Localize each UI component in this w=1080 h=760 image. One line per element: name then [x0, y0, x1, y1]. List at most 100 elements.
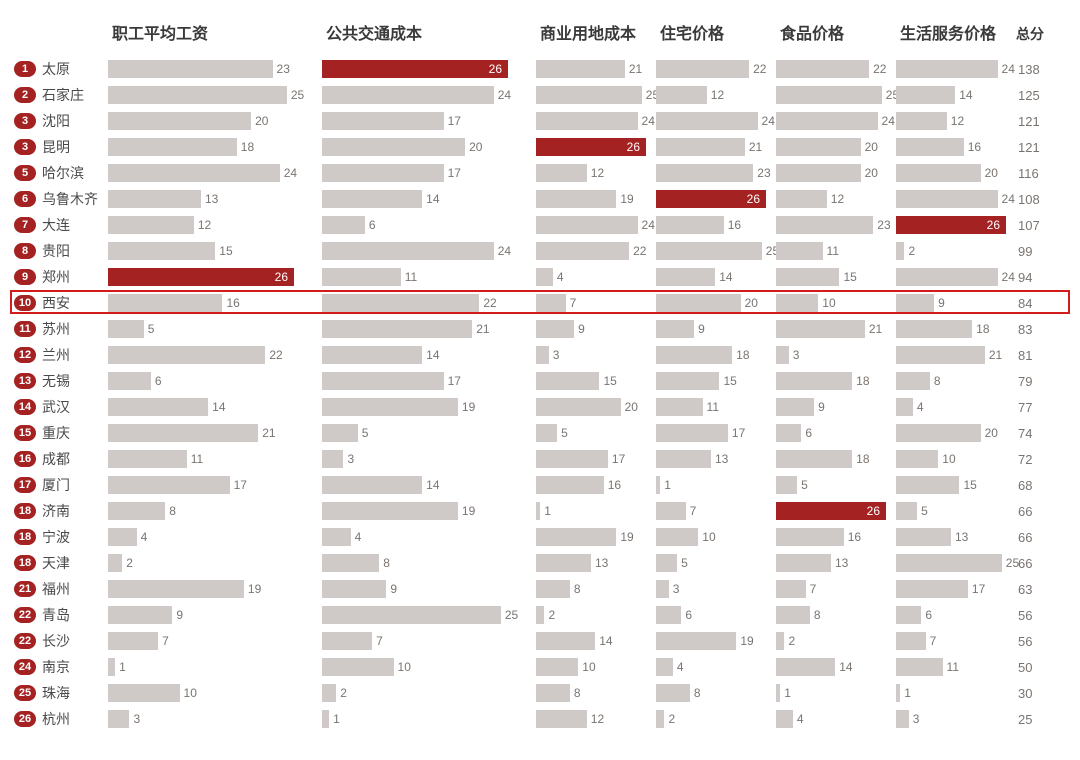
bar-cell-m3: 20 — [536, 398, 646, 416]
bar-value: 12 — [591, 164, 604, 182]
bar-cell-m6: 15 — [896, 476, 1006, 494]
bar-value: 26 — [890, 216, 1000, 234]
bar-value: 6 — [155, 372, 162, 390]
bar-value: 11 — [405, 268, 417, 286]
bar-cell-m5: 7 — [776, 580, 886, 598]
bar-cell-m1: 14 — [108, 398, 294, 416]
bar-value: 1 — [664, 476, 671, 494]
bar-value: 1 — [904, 684, 911, 702]
bar-cell-m6: 7 — [896, 632, 1006, 650]
bar-value: 17 — [234, 476, 247, 494]
bar-cell-m6: 25 — [896, 554, 1006, 572]
bar-cell-m1: 5 — [108, 320, 294, 338]
city-name: 武汉 — [42, 397, 108, 417]
bar-value: 17 — [612, 450, 625, 468]
bar — [536, 424, 557, 442]
header-m3: 商业用地成本 — [536, 20, 646, 44]
bar — [536, 398, 621, 416]
bar-value: 16 — [968, 138, 981, 156]
bar — [536, 632, 595, 650]
city-name: 苏州 — [42, 319, 108, 339]
bar — [536, 242, 629, 260]
bar-value: 23 — [877, 216, 890, 234]
bar-cell-m3: 22 — [536, 242, 646, 260]
bar-cell-m1: 16 — [108, 294, 294, 312]
city-name: 石家庄 — [42, 85, 108, 105]
bar — [896, 658, 943, 676]
bar-cell-m4: 6 — [656, 606, 766, 624]
rank-badge: 8 — [14, 243, 36, 259]
bar-cell-m6: 3 — [896, 710, 1006, 728]
bar-cell-m5: 18 — [776, 450, 886, 468]
bar-cell-m2: 21 — [322, 320, 508, 338]
total-value: 108 — [1016, 192, 1060, 207]
bar-value: 20 — [865, 164, 878, 182]
bar-cell-m6: 16 — [896, 138, 1006, 156]
bar-value: 17 — [448, 112, 461, 130]
bar-value: 9 — [176, 606, 183, 624]
bar — [776, 476, 797, 494]
table-row: 2石家庄252425122514125 — [14, 84, 1066, 106]
rank-badge: 3 — [14, 139, 36, 155]
bar-value: 23 — [277, 60, 290, 78]
total-value: 116 — [1016, 166, 1060, 181]
bar-value: 1 — [784, 684, 791, 702]
rank-badge: 5 — [14, 165, 36, 181]
rank-badge: 12 — [14, 347, 36, 363]
bar — [896, 268, 998, 286]
bar-value: 2 — [548, 606, 555, 624]
bar-value: 3 — [133, 710, 140, 728]
total-value: 56 — [1016, 634, 1060, 649]
bar — [896, 294, 934, 312]
bar — [776, 580, 806, 598]
total-value: 74 — [1016, 426, 1060, 441]
bar — [656, 528, 698, 546]
bar — [536, 684, 570, 702]
bar-value: 5 — [148, 320, 155, 338]
bar-cell-m5: 4 — [776, 710, 886, 728]
bar-cell-m4: 24 — [656, 112, 766, 130]
table-row: 18济南8191726566 — [14, 500, 1066, 522]
bar — [108, 710, 129, 728]
bar-value: 5 — [362, 424, 369, 442]
bar-cell-m1: 20 — [108, 112, 294, 130]
bar-cell-m6: 24 — [896, 60, 1006, 78]
total-value: 50 — [1016, 660, 1060, 675]
bar-value: 4 — [355, 528, 362, 546]
bar — [108, 632, 158, 650]
rank-badge: 16 — [14, 451, 36, 467]
bar — [322, 268, 401, 286]
bar-value: 22 — [753, 60, 766, 78]
bar — [322, 684, 336, 702]
bar — [322, 476, 422, 494]
bar-cell-m3: 3 — [536, 346, 646, 364]
bar-value: 13 — [595, 554, 608, 572]
bar-cell-m5: 11 — [776, 242, 886, 260]
table-row: 14武汉141920119477 — [14, 396, 1066, 418]
ranking-table: 职工平均工资公共交通成本商业用地成本住宅价格食品价格生活服务价格总分1太原232… — [14, 20, 1066, 730]
bar — [536, 580, 570, 598]
bar-value: 26 — [650, 190, 760, 208]
bar — [656, 632, 736, 650]
city-name: 长沙 — [42, 631, 108, 651]
bar-value: 14 — [426, 346, 439, 364]
bar-cell-m2: 10 — [322, 658, 508, 676]
bar-cell-m5: 25 — [776, 86, 886, 104]
bar-cell-m6: 17 — [896, 580, 1006, 598]
bar — [656, 138, 745, 156]
bar-value: 11 — [947, 658, 959, 676]
bar-value: 8 — [814, 606, 821, 624]
bar-value: 1 — [333, 710, 340, 728]
bar — [656, 424, 728, 442]
bar-value: 12 — [198, 216, 211, 234]
bar-cell-m2: 17 — [322, 164, 508, 182]
table-row: 8贵阳1524222511299 — [14, 240, 1066, 262]
rank-badge: 21 — [14, 581, 36, 597]
bar-value: 24 — [882, 112, 895, 130]
bar-cell-m1: 7 — [108, 632, 294, 650]
bar-value: 17 — [972, 580, 985, 598]
bar-value: 21 — [629, 60, 642, 78]
bar — [536, 658, 578, 676]
bar-value: 7 — [570, 294, 577, 312]
bar-value: 19 — [462, 398, 475, 416]
